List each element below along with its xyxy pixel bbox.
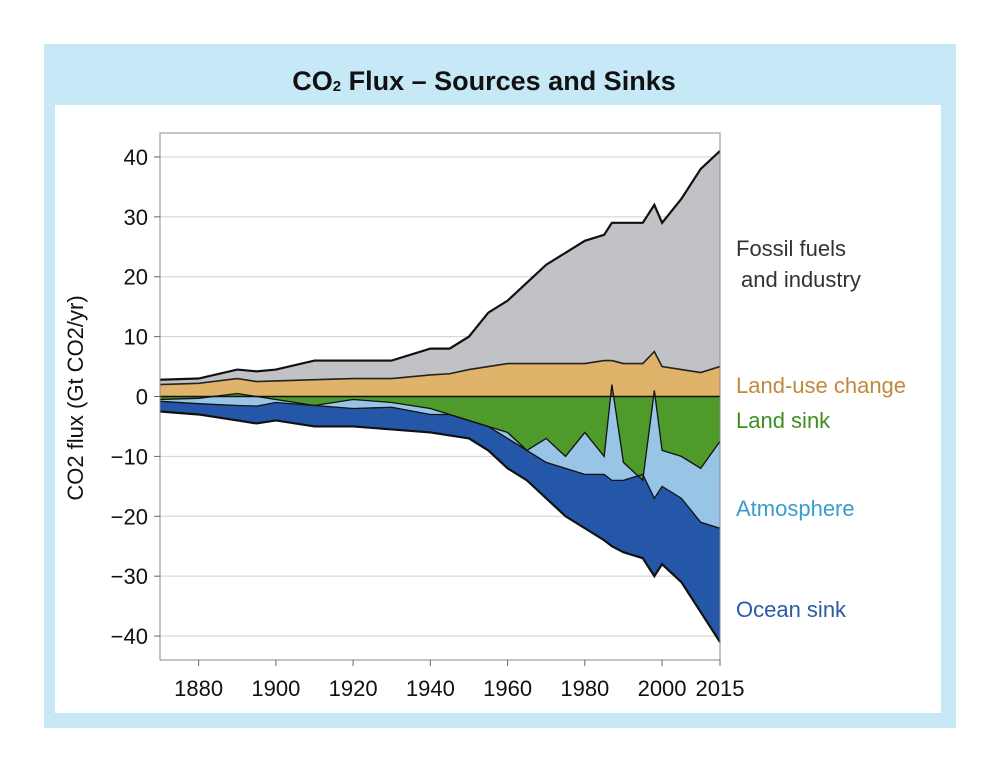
x-tick-label-1880: 1880: [174, 676, 223, 701]
x-tick-label-1920: 1920: [329, 676, 378, 701]
y-axis-label: CO2 flux (Gt CO2/yr): [63, 295, 88, 500]
line-atmosphere: [159, 400, 721, 529]
y-tick-label-3: 10: [124, 325, 148, 350]
y-tick-label-8: −40: [111, 624, 148, 649]
x-tick-label-1900: 1900: [251, 676, 300, 701]
line-ocean-sink: [159, 410, 721, 643]
line-land-sink: [159, 384, 721, 482]
label-ocean-sink: Ocean sink: [736, 597, 847, 622]
y-tick-label-4: 0: [136, 385, 148, 410]
label-fossil-fuels-line2: and industry: [741, 267, 861, 292]
x-tick-label-1940: 1940: [406, 676, 455, 701]
y-tick-label-1: 30: [124, 205, 148, 230]
x-axis: 1880 1900 1920 1940 1960 1980 2000 2015: [174, 660, 744, 701]
y-tick-label-6: −20: [111, 504, 148, 529]
area-land-use-change: [160, 351, 720, 397]
y-tick-label-5: −10: [111, 444, 148, 469]
x-tick-label-1960: 1960: [483, 676, 532, 701]
label-land-sink: Land sink: [736, 408, 831, 433]
label-fossil-fuels-line1: Fossil fuels: [736, 236, 846, 261]
label-land-use-change: Land-use change: [736, 373, 906, 398]
label-atmosphere: Atmosphere: [736, 496, 855, 521]
title-main: CO: [292, 66, 333, 96]
line-land-use-change: [159, 350, 721, 386]
area-land-sink: [160, 384, 720, 481]
series-labels: Fossil fuels and industry Land-use change L…: [736, 236, 906, 622]
area-fossil-fuels: [160, 150, 720, 385]
y-tick-label-7: −30: [111, 564, 148, 589]
x-tick-label-1980: 1980: [560, 676, 609, 701]
x-tick-label-2000: 2000: [638, 676, 687, 701]
stacked-areas: [159, 150, 721, 643]
y-axis: 40 30 20 10 0 −10 −20 −30 −40: [111, 145, 160, 649]
chart-title: CO2 Flux – Sources and Sinks: [0, 66, 968, 97]
x-tick-label-2015: 2015: [696, 676, 745, 701]
title-rest: Flux – Sources and Sinks: [341, 66, 676, 96]
title-subscript: 2: [332, 78, 342, 95]
y-tick-label-2: 20: [124, 265, 148, 290]
y-tick-label-0: 40: [124, 145, 148, 170]
line-fossil-fuels: [159, 150, 721, 381]
